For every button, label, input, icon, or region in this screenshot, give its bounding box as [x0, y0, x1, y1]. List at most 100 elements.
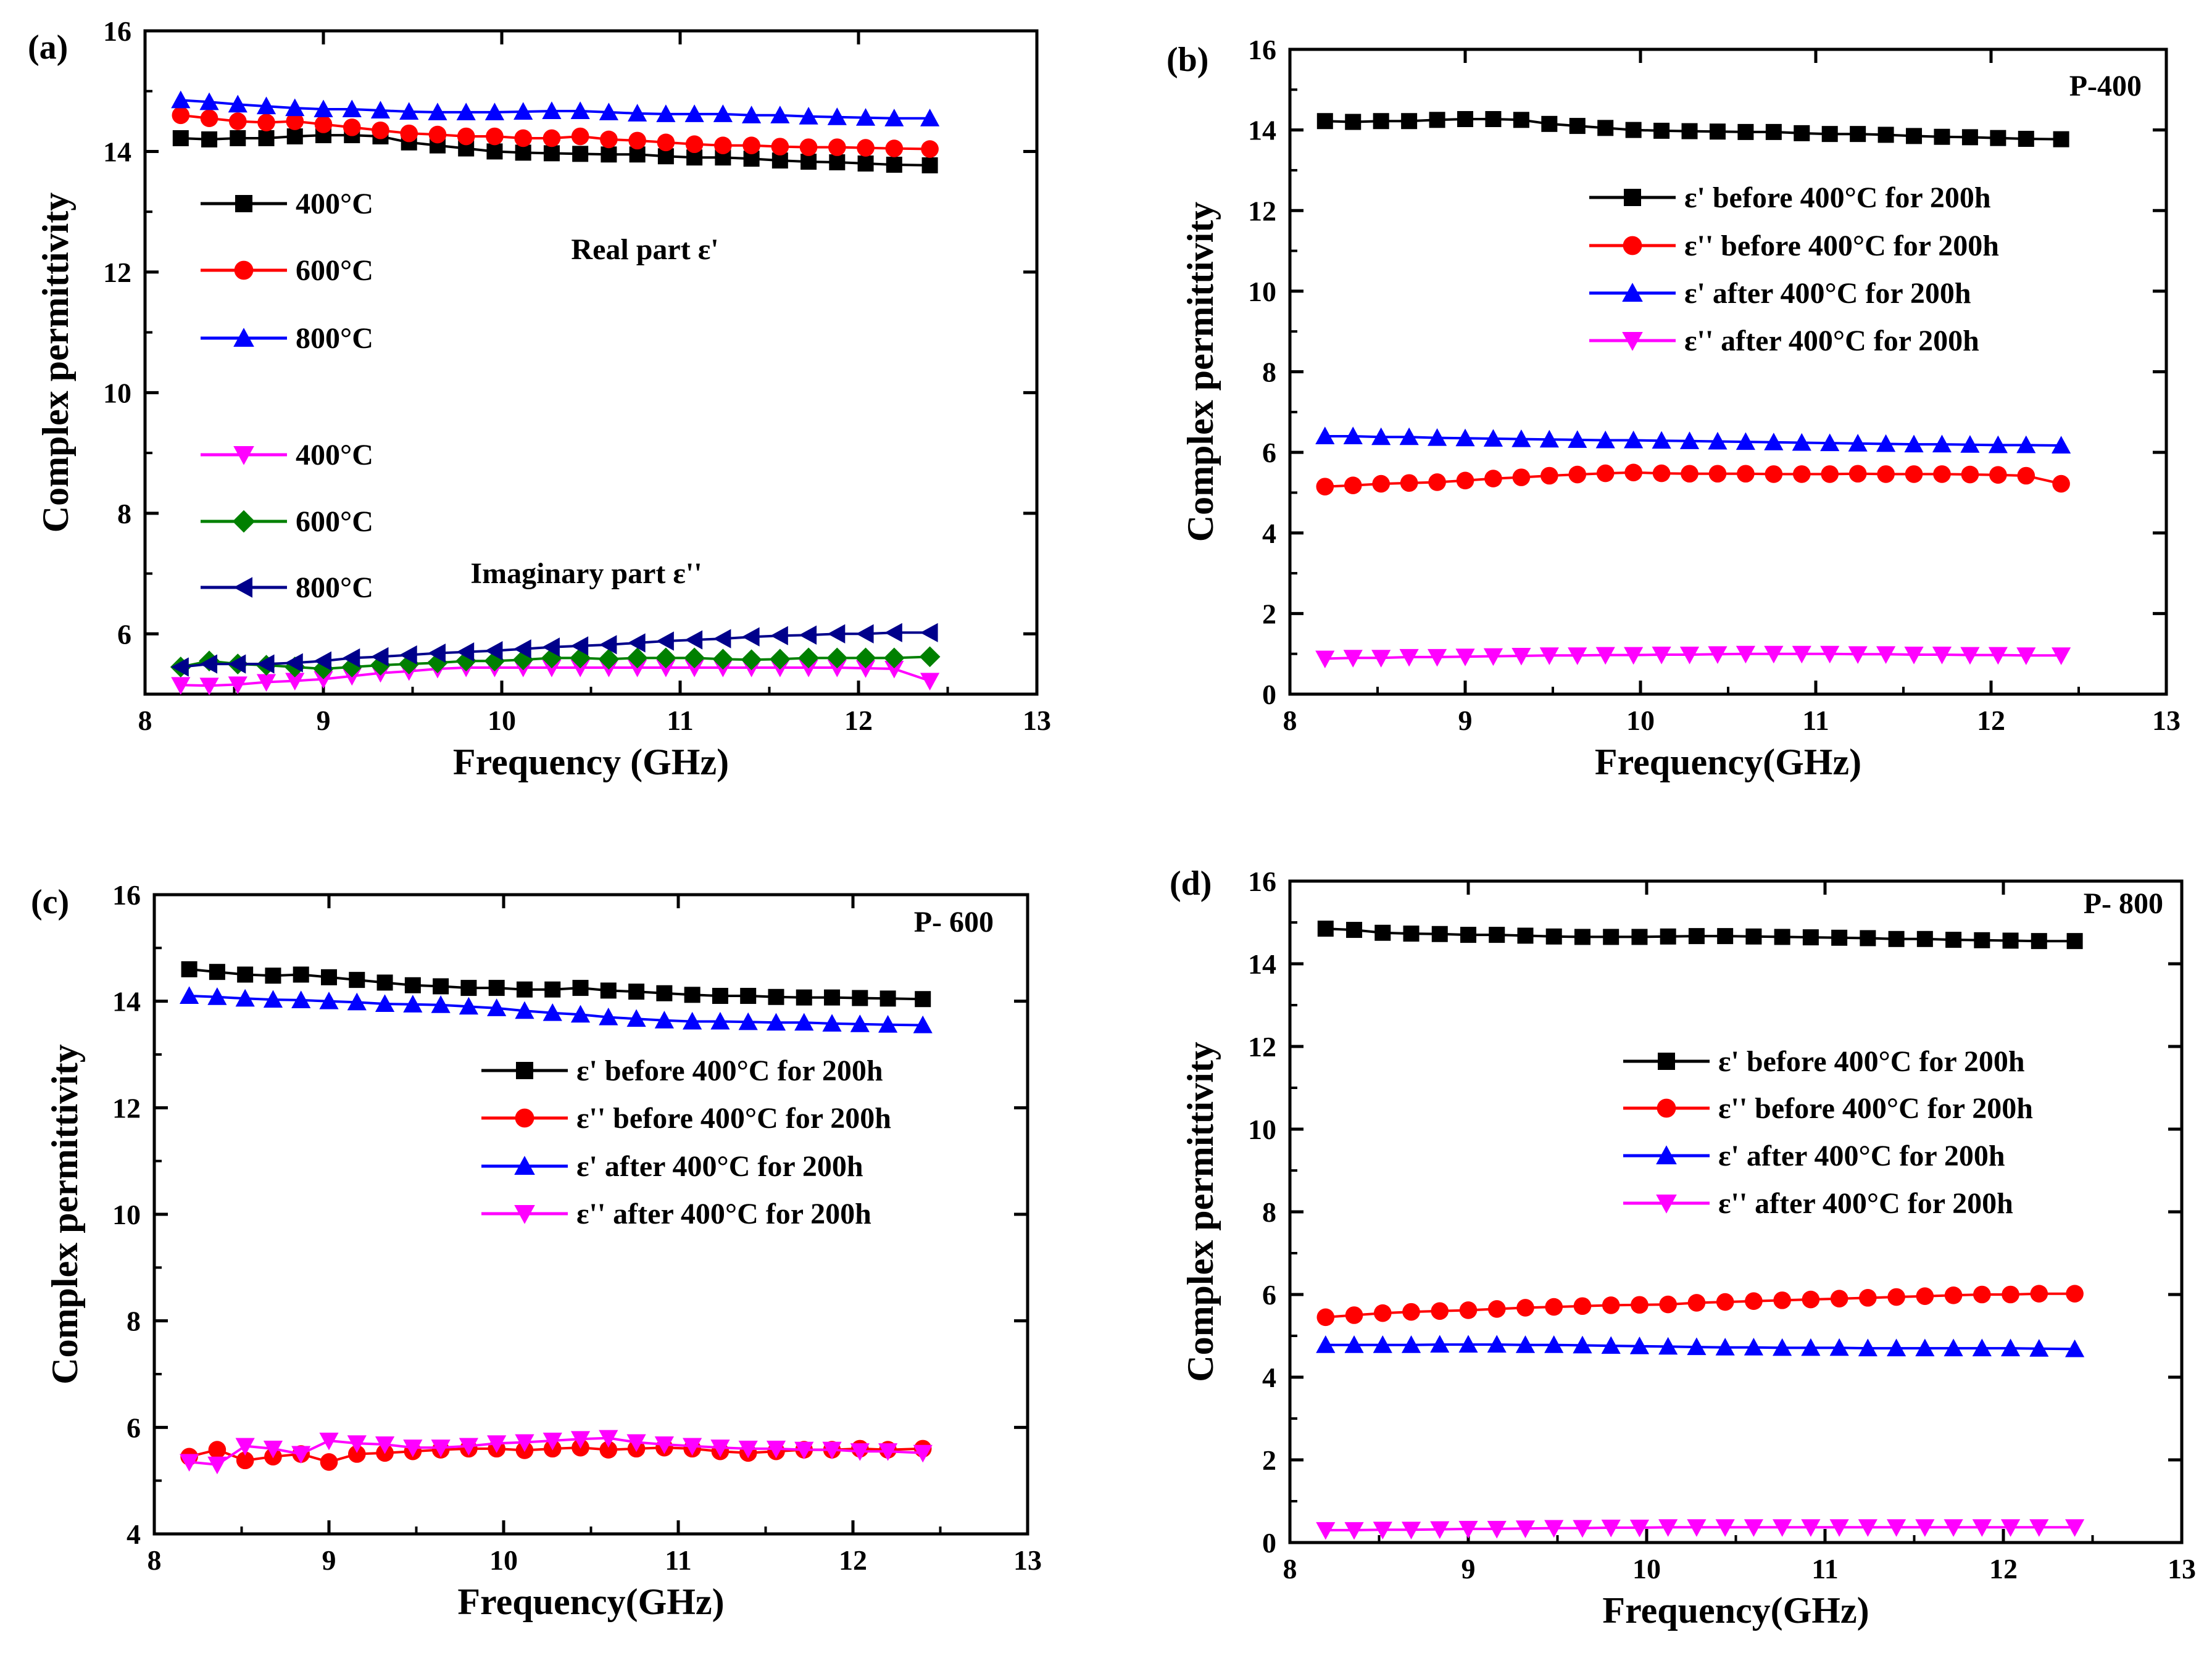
legend-item: ε' after 400°C for 200h	[1589, 277, 1971, 310]
y-tick-label: 0	[1262, 679, 1276, 710]
x-tick-label: 12	[1989, 1553, 2018, 1585]
series-1	[172, 106, 939, 158]
data-point	[1792, 645, 1811, 664]
data-point	[320, 1453, 338, 1471]
data-point	[291, 990, 311, 1008]
data-point	[768, 988, 784, 1005]
data-point	[1317, 921, 1334, 937]
legend-item: 400°C	[201, 439, 373, 471]
data-point	[878, 1443, 898, 1461]
data-point	[1539, 647, 1559, 665]
data-point	[1457, 110, 1473, 127]
x-tick-label: 9	[1458, 705, 1473, 736]
data-point	[884, 623, 902, 642]
series-5	[171, 623, 938, 677]
data-point	[626, 1434, 646, 1452]
data-point	[258, 130, 275, 146]
plot-frame	[1288, 48, 2168, 696]
data-point	[570, 1431, 591, 1449]
y-tick-label: 10	[1248, 1114, 1276, 1145]
legend-label: ε' after 400°C for 200h	[1718, 1140, 2005, 1172]
data-point	[656, 104, 676, 122]
data-point	[342, 648, 360, 668]
data-point	[180, 1454, 199, 1472]
data-point	[826, 647, 848, 669]
data-point	[857, 139, 875, 157]
x-tick-label: 11	[1802, 705, 1829, 736]
data-point	[1568, 465, 1587, 484]
legend-item: 600°C	[201, 505, 373, 538]
data-point	[2052, 436, 2071, 454]
data-point	[1652, 464, 1671, 483]
data-point	[738, 1440, 758, 1459]
data-point	[1932, 646, 1952, 665]
y-tick-label: 16	[103, 15, 131, 47]
chart-annotation: P-400	[2069, 70, 2142, 102]
y-axis-label: Complex permittivity	[1180, 202, 1221, 542]
data-point	[398, 653, 420, 675]
data-point	[1511, 647, 1531, 666]
y-tick-label: 8	[117, 498, 131, 529]
data-point	[770, 626, 788, 645]
data-point	[171, 677, 191, 695]
y-tick-label: 12	[1248, 195, 1276, 226]
data-point	[1916, 930, 1933, 947]
data-point	[829, 154, 846, 171]
data-point	[1802, 1290, 1820, 1309]
data-point	[1430, 1521, 1450, 1539]
legend-marker	[232, 510, 256, 533]
data-point	[685, 135, 704, 154]
data-point	[855, 624, 874, 644]
data-point	[1401, 113, 1418, 130]
data-point	[794, 1013, 814, 1031]
data-point	[1603, 929, 1620, 945]
data-point	[1774, 929, 1790, 945]
data-point	[1545, 928, 1562, 945]
data-point	[1517, 927, 1534, 944]
data-point	[1315, 650, 1335, 669]
data-point	[1401, 1335, 1421, 1353]
data-point	[599, 635, 617, 655]
data-point	[712, 648, 734, 670]
data-point	[2052, 474, 2070, 493]
y-tick-label: 10	[112, 1199, 141, 1230]
x-tick-label: 12	[844, 705, 873, 736]
data-point	[1801, 1519, 1821, 1537]
x-tick-label: 9	[317, 705, 331, 736]
legend-item: ε'' after 400°C for 200h	[481, 1198, 871, 1230]
data-point	[1401, 1522, 1421, 1539]
data-point	[1541, 115, 1558, 132]
legend-item: ε'' after 400°C for 200h	[1623, 1187, 2013, 1220]
chart-annotation: P- 600	[914, 906, 994, 938]
data-point	[1540, 466, 1558, 485]
y-tick-label: 2	[1262, 1444, 1276, 1476]
data-point	[1988, 647, 2008, 665]
data-point	[1483, 429, 1503, 447]
data-point	[1848, 465, 1867, 483]
data-point	[514, 639, 531, 659]
data-point	[2031, 933, 2047, 950]
data-point	[172, 106, 190, 125]
chart-panel-0: 8 9 10 11 12 13 6 8 10 12 14 16 Frequency (GHz) Compl…	[28, 15, 1051, 782]
y-tick-label: 4	[127, 1518, 141, 1550]
data-point	[913, 1444, 933, 1463]
legend-label: 600°C	[296, 254, 373, 287]
data-point	[824, 989, 841, 1006]
data-point	[827, 660, 847, 677]
chart-panel-1: 8 9 10 11 12 13 0 2 4 6 8 10 12 14 16 Frequency(GHz) Com…	[1166, 34, 2181, 782]
x-tick-label: 10	[489, 1544, 518, 1576]
data-point	[1989, 466, 2007, 484]
data-point	[235, 1438, 255, 1456]
x-axis-label: Frequency(GHz)	[1595, 742, 1861, 782]
legend-label: 400°C	[296, 188, 373, 220]
data-point	[1343, 650, 1363, 668]
y-tick-label: 14	[112, 986, 141, 1017]
data-point	[487, 998, 507, 1016]
data-point	[1316, 1335, 1336, 1353]
data-point	[1736, 645, 1755, 664]
data-point	[1574, 929, 1590, 945]
y-tick-label: 12	[1248, 1031, 1276, 1063]
data-point	[822, 1441, 842, 1460]
data-point	[2000, 1519, 2021, 1537]
